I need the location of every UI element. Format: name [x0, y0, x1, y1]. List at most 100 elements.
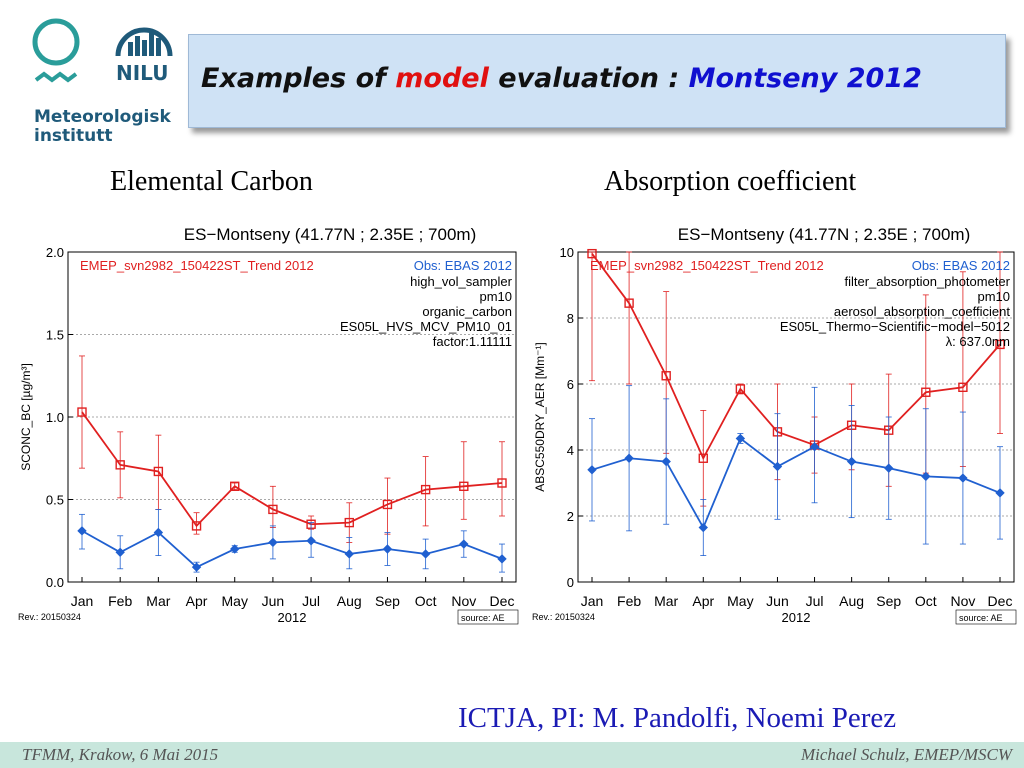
x-tick-label: May [222, 593, 248, 609]
legend-model: EMEP_svn2982_150422ST_Trend 2012 [590, 258, 824, 273]
x-tick-label: Sep [876, 593, 901, 609]
x-axis-label: 2012 [278, 610, 307, 625]
x-tick-label: Jan [581, 593, 604, 609]
legend-info-line: pm10 [479, 289, 512, 304]
y-axis-label: ABSC550DRY_AER [Mm⁻¹] [533, 342, 547, 492]
model-point [344, 517, 354, 528]
obs-point [77, 526, 87, 536]
model-point [735, 384, 746, 394]
model-point [958, 382, 968, 393]
y-tick-label: 2.0 [46, 245, 64, 260]
legend-info-line: λ: 637.0nm [946, 334, 1010, 349]
plot-frame [577, 251, 1015, 583]
x-tick-label: Nov [950, 593, 975, 609]
legend-obs: Obs: EBAS 2012 [414, 258, 512, 273]
model-point [698, 453, 708, 463]
obs-point [344, 549, 354, 559]
obs-point [958, 473, 968, 483]
model-point [661, 371, 671, 381]
x-tick-label: Nov [451, 593, 476, 609]
obs-series-line [81, 530, 503, 569]
source-label: source: AE [461, 613, 505, 623]
y-tick-label: 4 [567, 443, 574, 458]
nilu-logo-text: NILU [116, 61, 169, 85]
model-point [995, 339, 1005, 350]
obs-point [772, 461, 783, 472]
x-tick-label: Feb [108, 593, 132, 609]
footer-bar: TFMM, Krakow, 6 Mai 2015 Michael Schulz,… [0, 742, 1024, 768]
obs-point [809, 441, 820, 452]
nilu-logo-icon [115, 27, 173, 57]
obs-point [846, 456, 857, 467]
y-tick-label: 2 [567, 509, 574, 524]
x-tick-label: Dec [490, 593, 515, 609]
y-tick-label: 1.0 [46, 410, 64, 425]
model-point [191, 521, 202, 531]
model-point [230, 481, 240, 491]
source-box [955, 609, 1017, 625]
obs-point [698, 522, 708, 533]
obs-point [230, 544, 240, 554]
x-tick-label: Jan [71, 593, 94, 609]
y-tick-label: 0.0 [46, 575, 64, 590]
title-banner: Examples of model evaluation : Montseny … [188, 34, 1006, 128]
x-tick-label: Apr [186, 593, 208, 609]
subtitle-right: Absorption coefficient [604, 166, 857, 197]
model-point [153, 466, 164, 477]
title-part-3: evaluation : [488, 63, 689, 94]
y-tick-label: 10 [560, 245, 574, 260]
x-tick-label: Oct [915, 593, 937, 609]
model-point [497, 478, 507, 488]
source-box [457, 609, 519, 625]
x-tick-label: Mar [146, 593, 170, 609]
model-point [382, 499, 393, 510]
footer-right: Michael Schulz, EMEP/MSCW [800, 745, 1012, 764]
x-tick-label: Jun [766, 593, 789, 609]
obs-point [995, 488, 1005, 498]
obs-series-line [591, 437, 1001, 530]
obs-point [587, 465, 597, 475]
model-point [268, 504, 278, 515]
model-point [115, 460, 125, 470]
revision-label: Rev.: 20150324 [532, 612, 595, 622]
obs-point [420, 549, 431, 559]
model-point [587, 248, 597, 259]
chart-title: ES−Montseny (41.77N ; 2.35E ; 700m) [184, 225, 476, 244]
page-title: Examples of model evaluation : Montseny … [201, 63, 922, 94]
obs-point [459, 539, 469, 549]
y-tick-label: 0.5 [46, 493, 64, 508]
x-tick-label: Jun [262, 593, 285, 609]
legend-info-line: ES05L_HVS_MCV_PM10_01 [340, 319, 512, 334]
x-tick-label: Dec [988, 593, 1013, 609]
legend-info-line: aerosol_absorption_coefficient [834, 304, 1010, 319]
chart-elemental-carbon: ES−Montseny (41.77N ; 2.35E ; 700m) 0.0 0.… [18, 225, 519, 625]
met-name-line1: Meteorologisk [34, 107, 171, 127]
obs-point [661, 456, 671, 467]
legend-info-line: ES05L_Thermo−Scientific−model−5012 [780, 319, 1010, 334]
source-label: source: AE [959, 613, 1003, 623]
obs-point [624, 453, 634, 463]
legend-model: EMEP_svn2982_150422ST_Trend 2012 [80, 258, 314, 273]
legend-info-line: organic_carbon [422, 304, 512, 319]
y-tick-label: 0 [567, 575, 574, 590]
legend-info-line: high_vol_sampler [410, 274, 513, 289]
x-tick-label: Feb [617, 593, 641, 609]
model-point [459, 481, 469, 491]
model-series-line [591, 253, 1001, 461]
x-tick-label: Oct [415, 593, 437, 609]
x-tick-label: Sep [375, 593, 400, 609]
obs-point [268, 537, 278, 548]
model-point [921, 387, 931, 397]
revision-label: Rev.: 20150324 [18, 612, 81, 622]
legend-obs: Obs: EBAS 2012 [912, 258, 1010, 273]
footer-left: TFMM, Krakow, 6 Mai 2015 [22, 745, 219, 764]
met-institute-logo: NILU Meteorologisk institutt [28, 14, 178, 154]
title-part-4: Montseny 2012 [688, 63, 922, 94]
obs-point [921, 471, 931, 482]
model-point [77, 407, 87, 417]
model-series-line [81, 411, 503, 528]
x-tick-label: Aug [839, 593, 864, 609]
obs-point [115, 547, 125, 558]
obs-point [153, 527, 164, 538]
x-tick-label: Jul [302, 593, 320, 609]
